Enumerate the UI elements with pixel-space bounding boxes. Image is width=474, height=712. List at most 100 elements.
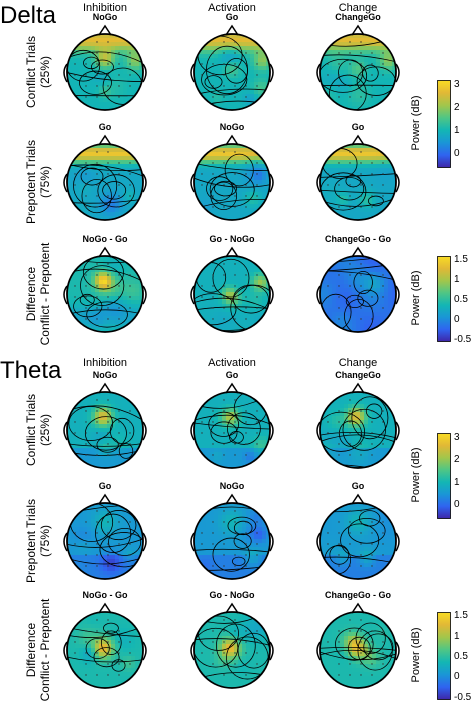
colorbar-title: Power (dB) <box>410 627 422 683</box>
left-ear <box>316 641 321 661</box>
head-outline <box>319 143 397 221</box>
left-ear <box>63 641 68 661</box>
topomap-label: ChangeGo <box>335 370 381 380</box>
head-outline <box>193 255 271 333</box>
topomap-11 <box>190 382 274 469</box>
colorbar-tick: 0 <box>454 671 460 683</box>
right-ear <box>269 285 274 305</box>
head-outline <box>193 391 271 469</box>
left-ear <box>63 63 68 83</box>
right-ear <box>142 63 147 83</box>
colorbar-title: Power (dB) <box>410 270 422 326</box>
topomap-label: Go <box>351 481 365 491</box>
head-outline <box>319 502 397 580</box>
row-label-line: (75%) <box>38 525 52 558</box>
row-label-line: (75%) <box>38 166 52 199</box>
nose <box>351 246 365 258</box>
colorbar-tick: 2 <box>454 454 460 466</box>
column-header: Activation <box>208 2 256 14</box>
head-outline <box>66 143 144 221</box>
left-ear <box>190 63 195 83</box>
right-ear <box>269 173 274 193</box>
topomap-label: NoGo - Go <box>82 590 128 600</box>
head-outline <box>319 33 397 111</box>
head-outline <box>319 391 397 469</box>
topomap-label: Go <box>98 481 112 491</box>
right-ear <box>142 641 147 661</box>
left-ear <box>190 173 195 193</box>
topomap-15 <box>316 493 400 580</box>
colorbar-tick: 1 <box>454 630 460 642</box>
colorbar-tick: -0.5 <box>454 691 472 703</box>
topomap-label: Go <box>225 370 239 380</box>
topomap-2 <box>190 24 274 111</box>
head-outline <box>319 255 397 333</box>
row-label: Prepotent Trials (75%) <box>24 127 52 237</box>
topomap-label: Go <box>98 122 112 132</box>
topomap-9 <box>316 246 400 333</box>
right-ear <box>395 421 400 441</box>
section-title: Delta <box>0 2 57 29</box>
left-ear <box>316 532 321 552</box>
topomap-18 <box>316 602 400 689</box>
head-outline <box>66 255 144 333</box>
left-ear <box>316 285 321 305</box>
right-ear <box>269 532 274 552</box>
column-header: Inhibition <box>82 2 128 14</box>
colorbar-tick: 1.5 <box>454 254 468 265</box>
colorbar-0-0 <box>437 80 451 168</box>
nose <box>351 493 365 505</box>
topomap-10 <box>63 382 147 469</box>
row-label-line: Conflict Trials <box>24 393 38 467</box>
topomap-12 <box>316 382 400 469</box>
row-label-line: Difference <box>24 622 38 678</box>
left-ear <box>190 285 195 305</box>
right-ear <box>269 641 274 661</box>
nose <box>98 246 112 258</box>
topomap-label: NoGo <box>219 481 245 491</box>
nose <box>351 382 365 394</box>
nose <box>351 24 365 36</box>
colorbar-tick: 0 <box>454 499 460 511</box>
nose <box>225 602 239 614</box>
head-outline <box>193 143 271 221</box>
topomap-13 <box>63 493 147 580</box>
right-ear <box>395 285 400 305</box>
nose <box>98 24 112 36</box>
topomap-16 <box>63 602 147 689</box>
head-outline <box>66 502 144 580</box>
topomap-17 <box>190 602 274 689</box>
topomap-label: Go - NoGo <box>209 234 255 244</box>
row-label-line: Difference <box>24 266 38 322</box>
nose <box>225 24 239 36</box>
left-ear <box>63 421 68 441</box>
row-label: Difference Conflict - Prepotent <box>24 239 52 349</box>
right-ear <box>395 641 400 661</box>
left-ear <box>316 421 321 441</box>
row-label-line: (25%) <box>38 56 52 89</box>
colorbar-tick: 1 <box>454 274 460 285</box>
topomap-label: Go <box>351 122 365 132</box>
right-ear <box>395 173 400 193</box>
head-outline <box>66 391 144 469</box>
row-label: Difference Conflict - Prepotent <box>24 595 52 705</box>
row-label-line: Conflict - Prepotent <box>38 598 52 702</box>
row-label-line: (25%) <box>38 414 52 447</box>
topomap-label: Go <box>225 12 239 22</box>
right-ear <box>269 421 274 441</box>
column-header: Change <box>338 2 378 14</box>
right-ear <box>142 173 147 193</box>
topomap-5 <box>190 134 274 221</box>
colorbar-1-0 <box>437 433 451 519</box>
colorbar-tick: 1 <box>454 476 460 488</box>
right-ear <box>142 285 147 305</box>
colorbar-title: Power (dB) <box>410 95 422 151</box>
row-label: Prepotent Trials (75%) <box>24 486 52 596</box>
row-label: Conflict Trials (25%) <box>24 375 52 485</box>
nose <box>98 602 112 614</box>
left-ear <box>190 532 195 552</box>
nose <box>351 602 365 614</box>
row-label-line: Conflict Trials <box>24 35 38 109</box>
head-outline <box>319 611 397 689</box>
head-outline <box>193 611 271 689</box>
